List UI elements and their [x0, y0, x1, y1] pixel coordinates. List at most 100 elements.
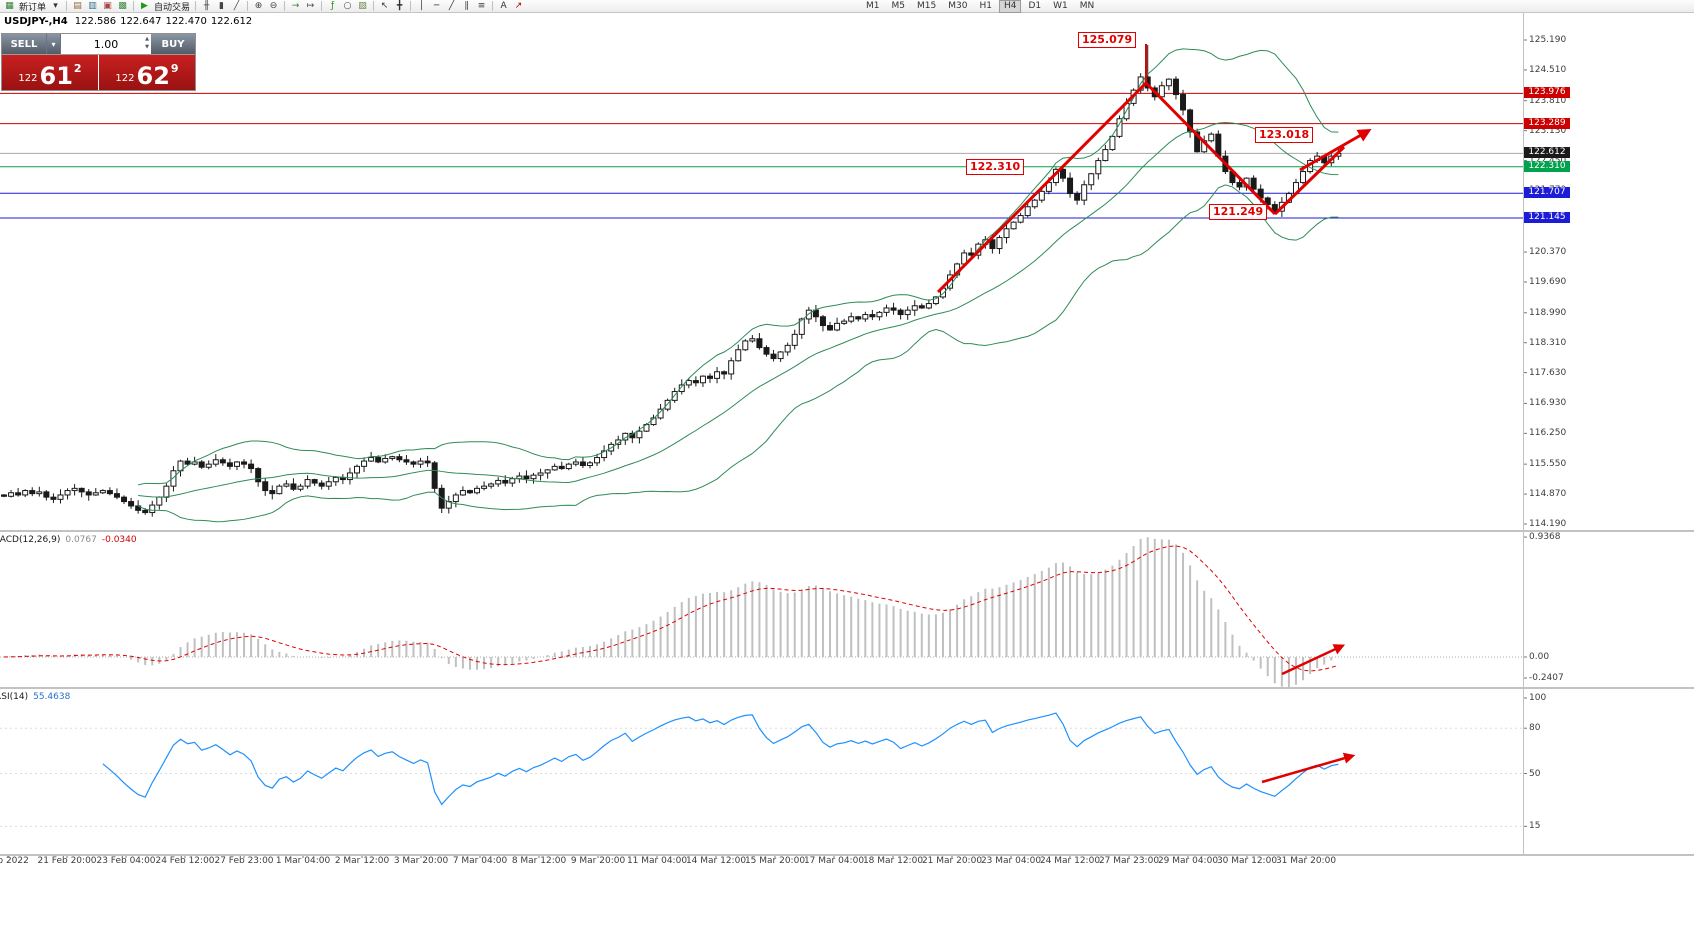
macd-label: MACD(12,26,9) 0.0767 -0.0340: [0, 535, 137, 545]
volume-up-icon[interactable]: ▲: [145, 36, 149, 42]
zoom-out-icon[interactable]: ⊖: [269, 1, 278, 11]
text-label-icon[interactable]: A: [500, 1, 507, 11]
tf-d1[interactable]: D1: [1028, 1, 1042, 11]
sell-button[interactable]: SELL: [2, 34, 46, 54]
panel-separator[interactable]: [0, 854, 1694, 856]
tf-m15[interactable]: M15: [917, 1, 937, 11]
toolbar-separator: [195, 1, 197, 11]
horizontal-line-icon[interactable]: ─: [433, 1, 440, 11]
price-axis-tick: 123.130: [1529, 125, 1567, 136]
strategy-tester-icon[interactable]: ▩: [118, 1, 127, 11]
buy-price-button[interactable]: 122 62 9: [99, 55, 195, 90]
trendline-icon[interactable]: ╱: [448, 1, 455, 11]
toolbar-separator: [284, 1, 286, 11]
price-callout[interactable]: 123.018: [1255, 127, 1314, 143]
tf-m30[interactable]: M30: [948, 1, 968, 11]
volume-field[interactable]: 1.00 ▲ ▼: [61, 34, 151, 54]
candlestick-icon[interactable]: ▮: [219, 1, 224, 11]
cursor-icon[interactable]: ↖: [380, 1, 389, 11]
price-line-tag: 123.289: [1524, 117, 1570, 129]
macd-axis-label: -0.2407: [1529, 673, 1564, 683]
time-axis-label: 3 Mar 20:00: [393, 856, 449, 866]
rsi-value: 55.4638: [33, 692, 71, 702]
price-callout[interactable]: 121.249: [1209, 204, 1268, 220]
channel-icon[interactable]: ∥: [464, 1, 469, 11]
price-axis-tick: 114.190: [1529, 519, 1567, 529]
vertical-line-icon[interactable]: │: [418, 1, 425, 11]
quote-low: 122.470: [165, 16, 207, 27]
sell-price-button[interactable]: 122 61 2: [2, 55, 99, 90]
macd-axis-label: 0.9368: [1529, 532, 1561, 543]
new-order-button[interactable]: 新订单: [19, 2, 47, 13]
autotrading-play-icon[interactable]: ▶: [141, 1, 148, 11]
panel-separator[interactable]: [0, 530, 1694, 532]
volume-down-icon[interactable]: ▼: [145, 44, 149, 50]
time-axis-label: 23 Mar 04:00: [980, 856, 1042, 866]
price-axis-tick: 116.250: [1529, 428, 1567, 439]
toolbar-separator: [247, 1, 249, 11]
time-axis-label: 24 Feb 12:00: [155, 856, 215, 866]
buy-button[interactable]: BUY: [151, 34, 195, 54]
rsi-axis-label: 80: [1529, 723, 1541, 734]
fibonacci-icon[interactable]: ≡: [477, 1, 486, 11]
dropdown-arrow-icon[interactable]: ▾: [53, 1, 58, 11]
charts-icon[interactable]: ▤: [73, 1, 82, 11]
time-axis-label: 27 Mar 23:00: [1098, 856, 1160, 866]
crosshair-icon[interactable]: ╋: [396, 1, 403, 11]
toolbar-separator: [66, 1, 68, 11]
time-axis-label: 30 Mar 12:00: [1216, 856, 1278, 866]
periods-icon[interactable]: ○: [343, 1, 352, 11]
buy-price-big: 62: [136, 62, 170, 90]
price-line-tag: 122.310: [1524, 160, 1570, 172]
rsi-axis-label: 50: [1529, 768, 1541, 779]
time-axis-label: 1 Mar 04:00: [275, 856, 331, 866]
price-callout[interactable]: 125.079: [1078, 32, 1137, 48]
bar-chart-icon[interactable]: ╫: [203, 1, 210, 11]
tf-mn[interactable]: MN: [1079, 1, 1095, 11]
price-axis-tick: 122.450: [1529, 156, 1566, 166]
autotrading-button[interactable]: 自动交易: [154, 2, 191, 13]
line-chart-icon[interactable]: ╱: [233, 1, 240, 11]
price-callout[interactable]: 122.310: [966, 159, 1025, 175]
profiles-icon[interactable]: ▥: [88, 1, 97, 11]
volume-dropdown-icon[interactable]: ▾: [46, 34, 61, 54]
tf-h1[interactable]: H1: [979, 1, 992, 11]
time-axis-label: 31 Mar 20:00: [1275, 856, 1337, 866]
time-axis-label: 2 Mar 12:00: [334, 856, 390, 866]
price-axis-separator: [1523, 13, 1524, 856]
tf-w1[interactable]: W1: [1053, 1, 1068, 11]
price-line-tag: 122.612: [1524, 147, 1570, 159]
time-axis-label: 7 Mar 04:00: [452, 856, 508, 866]
tf-h4[interactable]: H4: [998, 0, 1022, 13]
sell-price-pip: 2: [73, 62, 82, 75]
time-axis-label: 17 Mar 04:00: [803, 856, 865, 866]
indicators-icon[interactable]: ƒ: [330, 1, 335, 11]
templates-icon[interactable]: ▨: [358, 1, 367, 11]
volume-stepper[interactable]: ▲ ▼: [145, 35, 149, 51]
arrow-marker-icon[interactable]: ↗: [514, 1, 523, 11]
time-axis-label: 11 Mar 04:00: [626, 856, 688, 866]
toolbar-separator: [133, 1, 135, 11]
zoom-in-icon[interactable]: ⊕: [254, 1, 263, 11]
terminal-icon[interactable]: ▣: [103, 1, 112, 11]
tf-m5[interactable]: M5: [891, 1, 906, 11]
new-chart-icon[interactable]: ▦: [5, 1, 14, 11]
quote-header: USDJPY-,H4 122.586 122.647 122.470 122.612: [4, 16, 256, 27]
price-line-tag: 121.145: [1524, 211, 1570, 223]
time-axis-label: 18 Mar 12:00: [862, 856, 924, 866]
quote-high: 122.647: [120, 16, 162, 27]
panel-separator[interactable]: [0, 687, 1694, 689]
time-axis-label: 24 Mar 12:00: [1039, 856, 1101, 866]
toolbar: ▦ 新订单 ▾ ▤ ▥ ▣ ▩ ▶ 自动交易 ╫ ▮ ╱ ⊕ ⊖ → ↦ ƒ ○ ▨ ↖ ╋ │ ─ ╱ ∥ ≡ A ↗ M1 M5 …: [0, 0, 1694, 13]
price-axis-tick: 124.510: [1529, 64, 1567, 75]
tf-m1[interactable]: M1: [866, 1, 880, 11]
toolbar-icons: ▦ 新订单 ▾ ▤ ▥ ▣ ▩ ▶ 自动交易 ╫ ▮ ╱ ⊕ ⊖ → ↦ ƒ ○ ▨ ↖ ╋ │ ─ ╱ ∥ ≡ A ↗: [2, 0, 526, 13]
time-axis-label: 14 Mar 12:00: [685, 856, 747, 866]
time-axis-label: 23 Feb 04:00: [96, 856, 156, 866]
auto-scroll-icon[interactable]: →: [291, 1, 300, 11]
toolbar-separator: [373, 1, 375, 11]
chart-shift-icon[interactable]: ↦: [306, 1, 315, 11]
price-line-tag: 121.707: [1524, 187, 1570, 199]
